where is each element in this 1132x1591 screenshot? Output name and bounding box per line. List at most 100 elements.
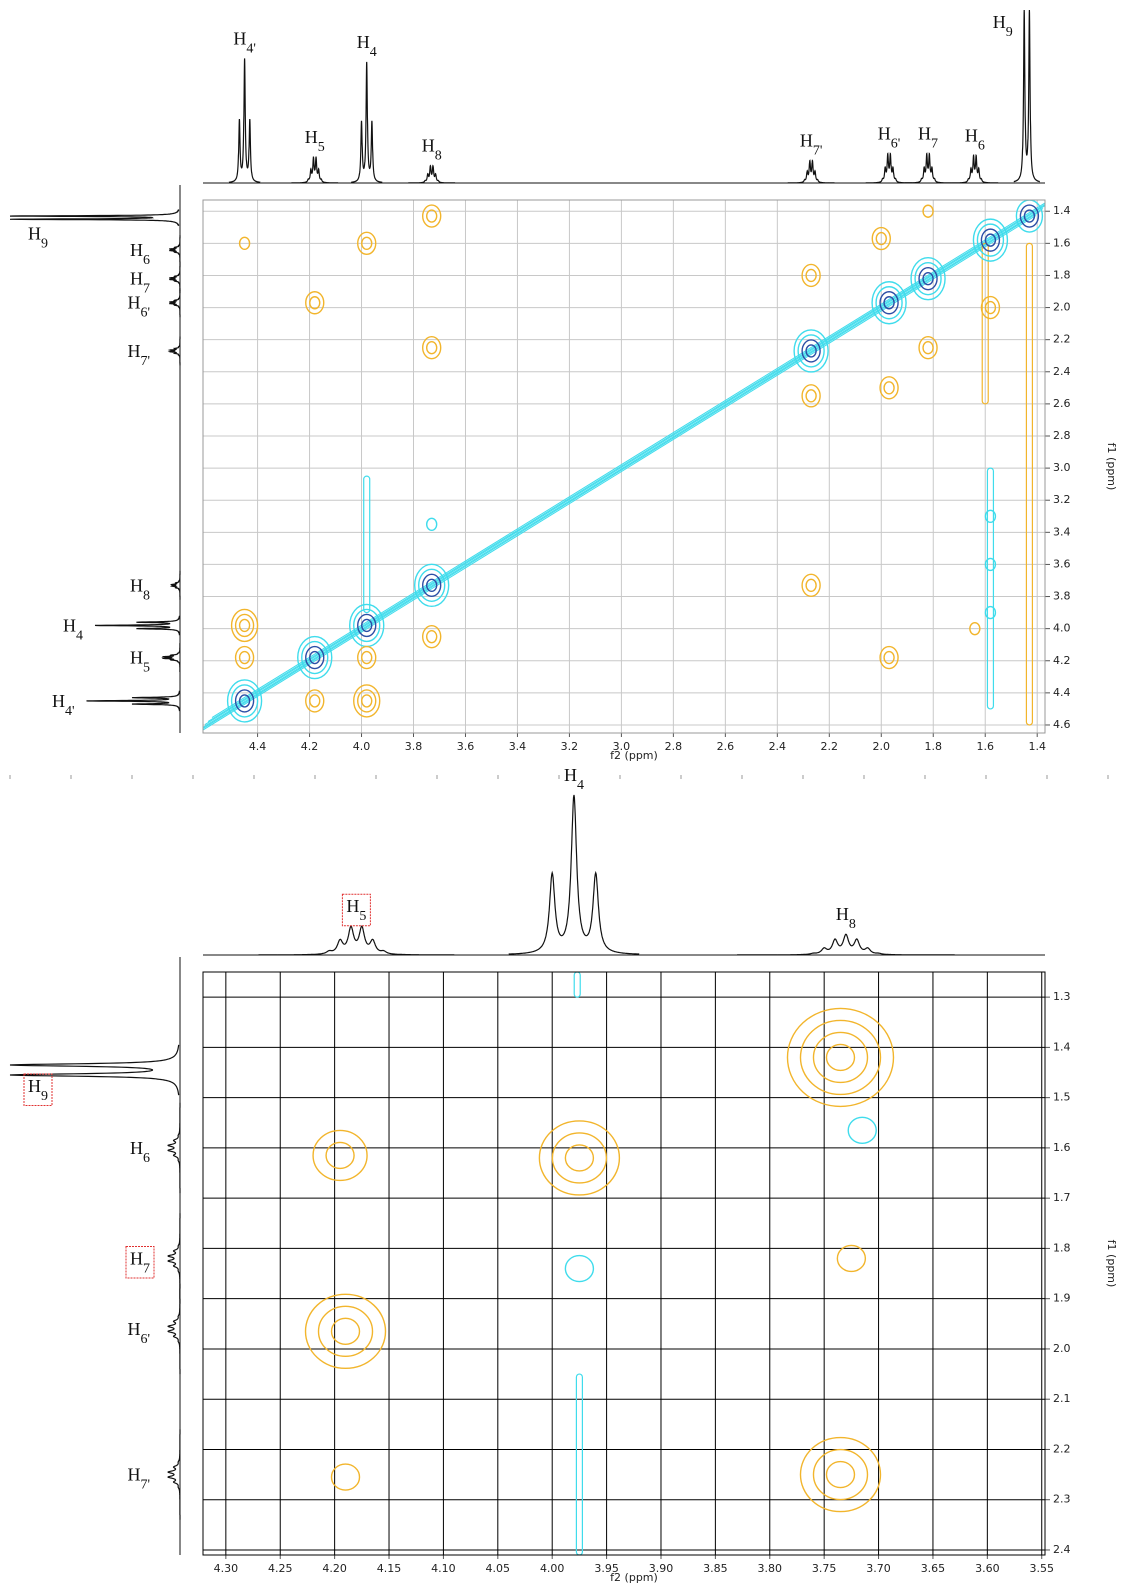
cross-peak (421, 204, 442, 228)
highlight-box (341, 893, 371, 927)
f1-peak (9, 209, 180, 227)
cross-peak (799, 1019, 882, 1096)
y-tick-label: 2.1 (1053, 1392, 1071, 1405)
plot-frame (202, 971, 1046, 1556)
label-part: 7' (140, 1477, 150, 1492)
x-tick-label: 3.90 (649, 1562, 674, 1575)
x-tick-label: 3.60 (975, 1562, 1000, 1575)
peak-label: H7' (800, 131, 823, 159)
label-part: H (836, 904, 849, 924)
cross-peak (357, 645, 377, 670)
ridge (575, 1373, 583, 1555)
f2-peak (228, 58, 261, 183)
diagonal-band (207, 203, 1045, 723)
y-tick-label: 1.5 (1053, 1091, 1071, 1104)
x-tick-label: 2.8 (665, 740, 683, 753)
f2-peak (408, 164, 456, 184)
x-axis-title: f2 (ppm) (610, 1571, 658, 1584)
peak-label: H4' (233, 28, 256, 56)
label-part: H (918, 124, 931, 144)
highlight-box (23, 1073, 53, 1107)
label-part: H (233, 28, 246, 48)
x-tick-label: 4.10 (431, 1562, 456, 1575)
f2-peak (350, 61, 383, 183)
label-part: 5 (143, 660, 150, 675)
cross-peak (301, 640, 329, 675)
cross-peak (361, 694, 373, 708)
cross-peak (825, 1460, 856, 1489)
label-part: H (52, 691, 65, 711)
cross-peak (312, 1129, 368, 1182)
peak-label: H6' (878, 124, 901, 152)
cross-peak (1019, 204, 1040, 228)
y-tick-label: 4.2 (1053, 654, 1071, 667)
label-part: 4' (65, 703, 75, 718)
cross-peak (910, 256, 946, 301)
label-part: 6' (140, 1331, 150, 1346)
f1-peak (167, 336, 181, 366)
y-tick-label: 1.9 (1053, 1292, 1071, 1305)
label-part: 8 (849, 917, 856, 932)
label-part: H (357, 32, 370, 52)
cross-peak (793, 329, 829, 373)
cross-peak (883, 296, 895, 310)
cross-peak (425, 340, 438, 355)
cross-peak (234, 689, 255, 713)
x-tick-label: 1.8 (925, 740, 943, 753)
y-tick-label: 3.4 (1053, 525, 1071, 538)
cross-peak (317, 1305, 374, 1358)
y-tick-label: 3.6 (1053, 557, 1071, 570)
cross-peak (984, 557, 997, 572)
y-tick-label: 1.8 (1053, 1241, 1071, 1254)
x-tick-label: 4.4 (249, 740, 267, 753)
cross-peak (238, 236, 251, 251)
diagonal-band (211, 202, 1045, 719)
label-part: H (130, 1138, 143, 1158)
label-part: H (127, 1319, 140, 1339)
cross-peak (875, 286, 903, 320)
cross-peak (361, 618, 373, 633)
label-part: H (28, 1076, 41, 1096)
y-tick-label: 1.3 (1053, 990, 1071, 1003)
x-axis-title: f2 (ppm) (610, 749, 658, 762)
cross-peak (425, 578, 438, 593)
x-tick-label: 3.65 (921, 1562, 946, 1575)
label-part: 9 (41, 236, 48, 251)
cross-peak (805, 389, 817, 403)
label-part: H (878, 124, 891, 144)
y-tick-label: 2.3 (1053, 1493, 1071, 1506)
label-part: H (130, 575, 143, 595)
x-tick-label: 4.30 (214, 1562, 239, 1575)
cross-peak (421, 624, 442, 649)
cross-peak (226, 679, 263, 723)
cross-peak (305, 645, 325, 670)
cross-peak (801, 339, 821, 363)
x-tick-label: 1.4 (1028, 740, 1046, 753)
f1-peak (167, 1429, 181, 1520)
cross-peak (984, 509, 997, 523)
diagonal-band (203, 210, 1041, 730)
cross-peak (238, 650, 251, 665)
peak-label: H6 (130, 1138, 150, 1166)
cross-peak (847, 1116, 877, 1145)
f2-peak (904, 152, 952, 184)
x-tick-label: 4.20 (322, 1562, 347, 1575)
f2-peak (508, 794, 640, 955)
ridge (363, 475, 371, 614)
cross-peak (421, 573, 442, 598)
x-tick-label: 3.80 (758, 1562, 783, 1575)
plot-frame (202, 199, 1046, 734)
cross-peak (879, 291, 899, 315)
label-part: 6' (891, 136, 901, 151)
peak-label: H8 (422, 136, 442, 164)
x-tick-label: 3.95 (594, 1562, 619, 1575)
cross-peak (922, 271, 934, 286)
x-tick-label: 1.6 (976, 740, 994, 753)
peak-label: H6 (130, 240, 150, 268)
cross-peak (976, 223, 1005, 257)
cross-peak (564, 1144, 595, 1172)
peak-label: H8 (130, 575, 150, 603)
cross-peak (425, 629, 438, 644)
cross-peak (238, 618, 251, 633)
